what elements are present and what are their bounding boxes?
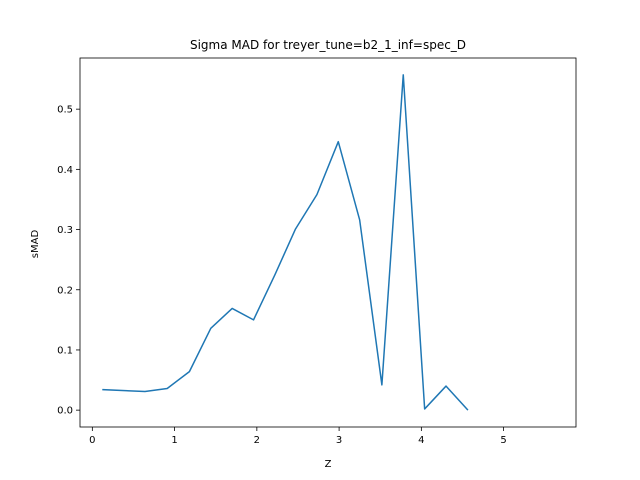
x-tick-label: 4: [418, 435, 424, 446]
y-tick-label: 0.4: [57, 165, 73, 176]
y-tick-label: 0.5: [57, 105, 73, 116]
x-axis-label: Z: [325, 459, 332, 470]
x-tick-label: 0: [89, 435, 95, 446]
series-line-0: [102, 74, 469, 411]
axes-frame: [79, 57, 577, 428]
x-tick-label: 1: [171, 435, 177, 446]
y-tick-label: 0.0: [57, 406, 73, 417]
x-tick-label: 5: [500, 435, 506, 446]
plot-area: 0 1 2 3 4 5 0.0 0.1 0.2 0.3 0.4 0.5: [57, 57, 577, 446]
chart-title: Sigma MAD for treyer_tune=b2_1_inf=spec_…: [190, 38, 466, 52]
y-tick-label: 0.1: [57, 345, 73, 356]
x-tick-label: 3: [336, 435, 342, 446]
y-tick-label: 0.3: [57, 225, 73, 236]
x-tick-label: 2: [254, 435, 260, 446]
y-tick-label: 0.2: [57, 285, 73, 296]
y-axis-label: sMAD: [30, 230, 41, 259]
